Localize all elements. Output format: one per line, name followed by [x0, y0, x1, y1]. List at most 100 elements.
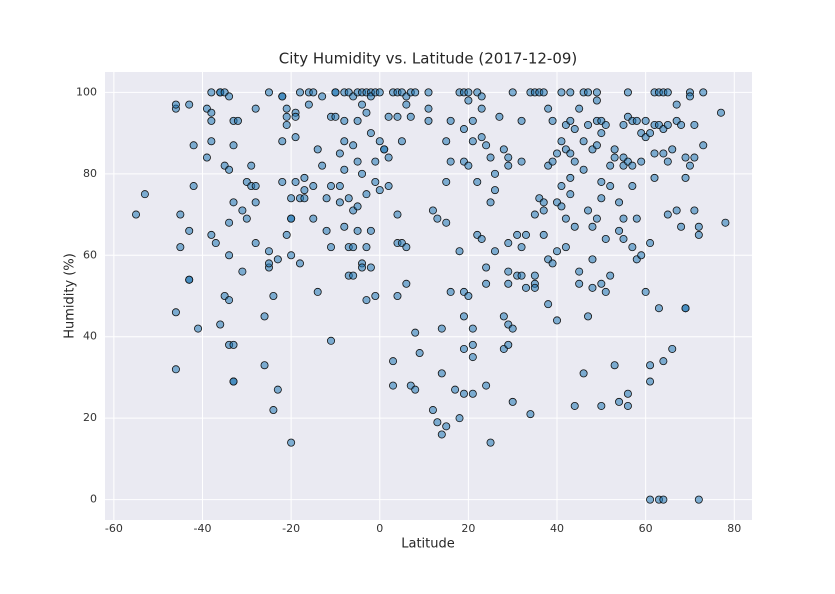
y-axis-label: Humidity (%): [63, 253, 78, 339]
point: [690, 206, 699, 215]
point: [353, 157, 362, 166]
point: [389, 357, 398, 366]
point: [331, 88, 340, 97]
point: [486, 198, 495, 207]
point: [322, 226, 331, 235]
point: [446, 287, 455, 296]
point: [539, 230, 548, 239]
point: [207, 137, 216, 146]
point: [442, 177, 451, 186]
point: [464, 96, 473, 105]
chart-title: City Humidity vs. Latitude (2017-12-09): [279, 50, 578, 68]
point: [681, 304, 690, 313]
point: [358, 263, 367, 272]
point: [694, 222, 703, 231]
point: [459, 344, 468, 353]
point: [229, 141, 238, 150]
point: [575, 104, 584, 113]
point: [632, 116, 641, 125]
point: [291, 177, 300, 186]
point: [685, 161, 694, 170]
point: [366, 226, 375, 235]
point: [393, 112, 402, 121]
point: [623, 401, 632, 410]
point: [366, 263, 375, 272]
point: [597, 177, 606, 186]
point: [251, 104, 260, 113]
point: [490, 247, 499, 256]
point: [570, 125, 579, 134]
points: [132, 88, 730, 504]
point: [521, 283, 530, 292]
point: [490, 186, 499, 195]
point: [278, 137, 287, 146]
point: [304, 100, 313, 109]
point: [548, 116, 557, 125]
point: [477, 104, 486, 113]
point: [677, 120, 686, 129]
x-tick-label: -40: [194, 522, 212, 535]
point: [189, 182, 198, 191]
point: [694, 495, 703, 504]
point: [375, 137, 384, 146]
point: [508, 324, 517, 333]
point: [295, 88, 304, 97]
point: [646, 377, 655, 386]
point: [486, 438, 495, 447]
x-tick-label: 0: [376, 522, 383, 535]
point: [579, 369, 588, 378]
point: [282, 120, 291, 129]
point: [366, 129, 375, 138]
point: [269, 406, 278, 415]
point: [615, 198, 624, 207]
point: [402, 243, 411, 252]
point: [539, 206, 548, 215]
point: [628, 182, 637, 191]
point: [588, 222, 597, 231]
point: [530, 210, 539, 219]
point: [588, 283, 597, 292]
point: [207, 88, 216, 97]
point: [681, 173, 690, 182]
point: [313, 145, 322, 154]
point: [663, 210, 672, 219]
y-tick-label: 80: [83, 167, 97, 180]
point: [185, 226, 194, 235]
point: [442, 137, 451, 146]
point: [575, 279, 584, 288]
point: [570, 401, 579, 410]
point: [291, 112, 300, 121]
point: [287, 214, 296, 223]
point: [526, 410, 535, 419]
point: [309, 214, 318, 223]
point: [251, 198, 260, 207]
point: [499, 312, 508, 321]
point: [584, 312, 593, 321]
point: [282, 104, 291, 113]
point: [495, 112, 504, 121]
point: [340, 137, 349, 146]
point: [468, 340, 477, 349]
point: [557, 137, 566, 146]
point: [322, 194, 331, 203]
point: [677, 222, 686, 231]
point: [207, 230, 216, 239]
point: [650, 149, 659, 158]
point: [615, 397, 624, 406]
point: [504, 239, 513, 248]
point: [592, 214, 601, 223]
point: [140, 190, 149, 199]
point: [641, 116, 650, 125]
point: [566, 173, 575, 182]
point: [300, 173, 309, 182]
point: [566, 190, 575, 199]
point: [442, 218, 451, 227]
point: [473, 177, 482, 186]
point: [597, 194, 606, 203]
point: [287, 251, 296, 260]
point: [251, 182, 260, 191]
point: [584, 120, 593, 129]
point: [610, 145, 619, 154]
y-tick-label: 40: [83, 330, 97, 343]
